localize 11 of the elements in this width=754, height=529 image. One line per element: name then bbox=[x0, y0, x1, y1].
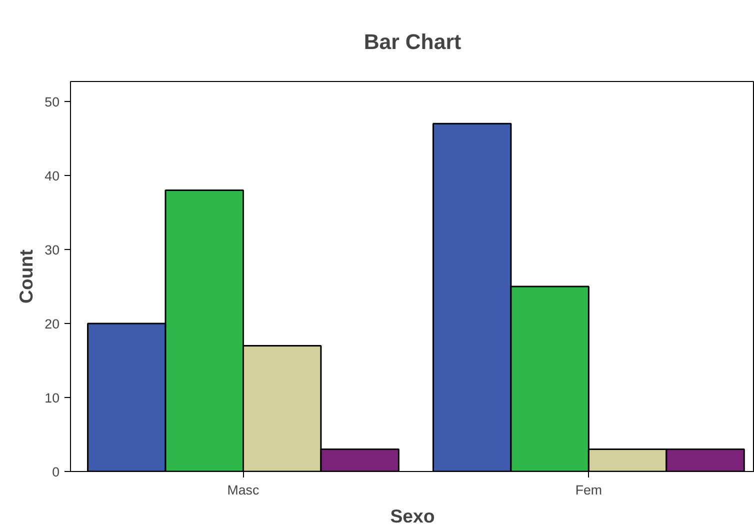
x-tick-label: Fem bbox=[575, 482, 602, 498]
y-tick-label: 30 bbox=[44, 242, 60, 258]
y-tick-label: 20 bbox=[44, 316, 60, 332]
y-tick-label: 40 bbox=[44, 168, 60, 184]
y-tick-label: 50 bbox=[44, 94, 60, 110]
chart-title: Bar Chart bbox=[364, 30, 462, 54]
x-tick-label: Masc bbox=[227, 482, 260, 498]
y-tick-label: 10 bbox=[44, 390, 60, 406]
y-tick-label: 0 bbox=[52, 464, 60, 480]
y-axis-title: Count bbox=[16, 250, 37, 304]
x-axis-title: Sexo bbox=[390, 506, 435, 526]
